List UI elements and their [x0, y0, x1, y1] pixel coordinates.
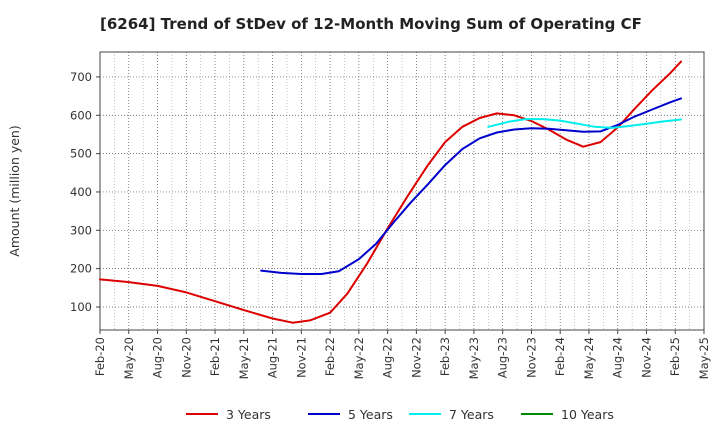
x-tick-label: Feb-20 — [93, 337, 107, 376]
x-tick-label: Nov-20 — [179, 337, 193, 378]
legend-label-3-years: 3 Years — [226, 407, 271, 422]
x-tick-label: Feb-25 — [668, 337, 682, 376]
x-tick-label: Nov-23 — [524, 337, 538, 378]
y-tick-label: 500 — [70, 147, 92, 161]
x-axis: Feb-20 May-20 Aug-20 Nov-20 Feb-21 May-21 Aug-… — [93, 330, 711, 379]
x-tick-label: Aug-24 — [611, 337, 625, 378]
x-tick-label: Feb-24 — [553, 337, 567, 376]
x-tick-label: Aug-21 — [266, 337, 280, 378]
y-tick-label: 300 — [70, 223, 92, 237]
y-axis: 100 200 300 400 500 600 700 — [70, 70, 100, 314]
x-tick-label: May-20 — [122, 337, 136, 379]
chart-title: [6264] Trend of StDev of 12-Month Moving… — [100, 15, 642, 33]
grid — [100, 52, 704, 330]
x-tick-label: Aug-22 — [381, 337, 395, 378]
x-tick-label: Aug-20 — [151, 337, 165, 378]
legend-label-7-years: 7 Years — [449, 407, 494, 422]
legend-label-10-years: 10 Years — [561, 407, 614, 422]
legend: 3 Years 5 Years 7 Years 10 Years — [186, 407, 614, 422]
y-tick-label: 600 — [70, 108, 92, 122]
x-tick-label: May-22 — [352, 337, 366, 379]
x-tick-label: May-24 — [582, 337, 596, 379]
x-tick-label: Nov-21 — [294, 337, 308, 378]
x-tick-label: Nov-24 — [639, 337, 653, 378]
x-tick-label: Aug-23 — [496, 337, 510, 378]
series-group — [99, 60, 682, 324]
x-tick-label: Nov-22 — [409, 337, 423, 378]
x-tick-label: Feb-22 — [323, 337, 337, 376]
series-line-5-years — [260, 97, 682, 275]
y-tick-label: 200 — [70, 262, 92, 276]
y-tick-label: 100 — [70, 300, 92, 314]
series-line-3-years — [99, 60, 682, 324]
legend-label-5-years: 5 Years — [348, 407, 393, 422]
y-tick-label: 700 — [70, 70, 92, 84]
y-axis-label: Amount (million yen) — [7, 125, 22, 256]
y-tick-label: 400 — [70, 185, 92, 199]
x-tick-label: May-25 — [697, 337, 711, 379]
x-tick-label: May-23 — [467, 337, 481, 379]
x-tick-label: Feb-21 — [208, 337, 222, 376]
x-tick-label: Feb-23 — [438, 337, 452, 376]
series-line-7-years — [487, 118, 682, 129]
x-tick-label: May-21 — [237, 337, 251, 379]
